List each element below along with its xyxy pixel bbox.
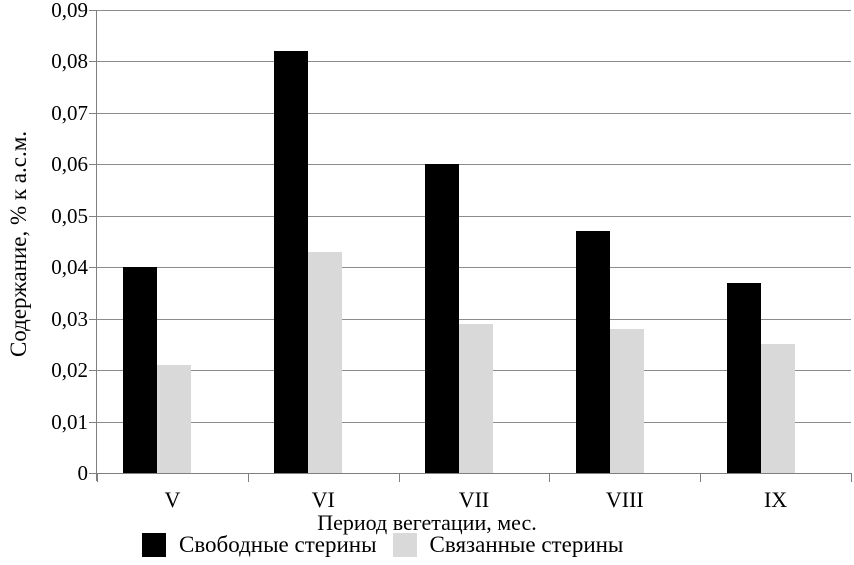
- y-axis-title: Содержание, % к а.с.м.: [6, 130, 31, 358]
- y-tick-label: 0,05: [51, 203, 88, 228]
- x-axis-tick: [247, 474, 249, 482]
- y-axis-tick: [89, 10, 97, 11]
- y-tick-label: 0,01: [51, 409, 88, 434]
- y-axis-tick: [89, 370, 97, 372]
- legend-swatch-bound-sterols: [392, 533, 417, 557]
- y-axis-tick: [89, 61, 97, 63]
- bar-series-0-cat-ix: [726, 282, 761, 473]
- bar-series-1-cat-vii: [459, 323, 493, 473]
- y-tick-label: 0,08: [51, 49, 88, 74]
- x-axis-tick: [549, 474, 551, 482]
- y-axis-tick: [89, 473, 97, 474]
- y-tick-label: 0,07: [51, 100, 88, 125]
- legend-label-bound-sterols: Связанные стерины: [429, 532, 624, 557]
- bar-series-1-cat-ix: [760, 344, 795, 473]
- category-label-vii: VII: [458, 487, 490, 512]
- gridline: [97, 61, 851, 63]
- bar-series-0-cat-viii: [575, 231, 610, 473]
- y-axis-line: [96, 10, 97, 481]
- bar-series-0-cat-vi: [274, 51, 309, 473]
- y-tick-label: 0,06: [51, 152, 88, 177]
- category-label-v: V: [164, 487, 181, 512]
- gridline: [97, 164, 851, 166]
- y-tick-label: 0,02: [51, 358, 88, 383]
- y-axis-tick: [89, 215, 97, 217]
- y-tick-label: 0,09: [51, 0, 88, 22]
- bar-series-0-cat-v: [123, 267, 158, 473]
- x-axis-tick: [398, 474, 400, 482]
- bar-series-1-cat-vi: [308, 251, 343, 473]
- gridline: [97, 215, 851, 217]
- y-axis-tick: [89, 112, 97, 114]
- y-tick-label: 0: [77, 461, 89, 485]
- y-tick-label: 0,04: [51, 255, 88, 280]
- y-axis-tick: [89, 164, 97, 166]
- y-axis-tick: [89, 267, 97, 269]
- legend-swatch-free-sterols: [142, 533, 166, 557]
- plot-area: [97, 10, 851, 473]
- bar-series-1-cat-v: [157, 364, 192, 473]
- x-axis-tick: [97, 474, 98, 482]
- legend: Свободные стерины Связанные стерины: [142, 532, 623, 558]
- legend-item-free-sterols: Свободные стерины: [142, 532, 377, 558]
- y-axis-tick: [89, 421, 97, 423]
- y-tick-label: 0,03: [51, 306, 88, 331]
- category-label-viii: VIII: [605, 487, 644, 512]
- gridline: [97, 318, 851, 320]
- gridline: [97, 267, 851, 269]
- x-axis-title: Период вегетации, мес.: [317, 510, 537, 535]
- bar-series-0-cat-vii: [425, 164, 459, 473]
- legend-label-free-sterols: Свободные стерины: [179, 532, 377, 557]
- x-axis-tick: [851, 474, 852, 482]
- legend-item-bound-sterols: Связанные стерины: [392, 532, 624, 558]
- category-label-ix: IX: [763, 487, 788, 512]
- category-label-vi: VI: [311, 487, 335, 512]
- gridline: [97, 112, 851, 114]
- bar-series-1-cat-viii: [609, 328, 644, 473]
- y-axis-tick: [89, 318, 97, 320]
- x-axis-line: [97, 473, 852, 474]
- x-axis-tick: [700, 474, 702, 482]
- gridline: [97, 10, 851, 11]
